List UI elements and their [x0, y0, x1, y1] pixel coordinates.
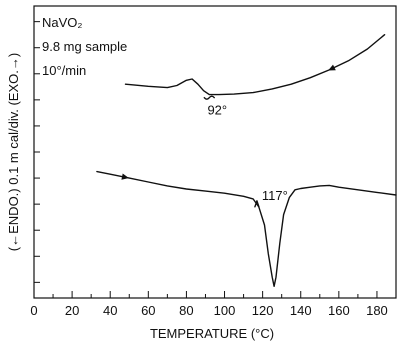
x-tick-label: 180	[366, 303, 388, 318]
x-tick-label: 140	[290, 303, 312, 318]
dsc-curve-cooling	[124, 34, 386, 96]
y-axis-ticks	[34, 21, 40, 283]
peak-annotations: 92° 117°	[203, 95, 288, 208]
x-tick-label: 40	[103, 303, 117, 318]
direction-arrow	[121, 173, 129, 180]
x-axis-tick-labels: 0 20 40 60 80 100 120 140 160 180	[30, 303, 387, 318]
x-tick-label: 160	[328, 303, 350, 318]
dsc-curve-heating	[96, 170, 397, 287]
x-tick-label: 20	[65, 303, 79, 318]
sample-info-line: 10°/min	[42, 63, 86, 78]
sample-info-line: 9.8 mg sample	[42, 39, 127, 54]
annotation-label: 117°	[262, 188, 288, 203]
x-tick-label: 120	[252, 303, 274, 318]
x-tick-label: 80	[179, 303, 193, 318]
curves	[96, 34, 397, 287]
x-axis-ticks	[33, 291, 378, 298]
sample-info-line: NaVO₂	[42, 15, 82, 30]
x-tick-label: 60	[141, 303, 155, 318]
annotation-label: 92°	[207, 103, 227, 118]
direction-arrows	[121, 64, 336, 180]
x-axis-title: TEMPERATURE (°C)	[150, 326, 274, 341]
direction-arrow	[328, 64, 336, 71]
annotation-marker	[254, 200, 260, 208]
annotation-marker	[203, 95, 215, 100]
x-tick-label: 0	[30, 303, 37, 318]
x-tick-label: 100	[214, 303, 236, 318]
y-axis-title: (←ENDO.) 0.1 m cal/div. (EXO.→)	[6, 53, 21, 251]
sample-info: NaVO₂ 9.8 mg sample 10°/min	[42, 15, 127, 78]
